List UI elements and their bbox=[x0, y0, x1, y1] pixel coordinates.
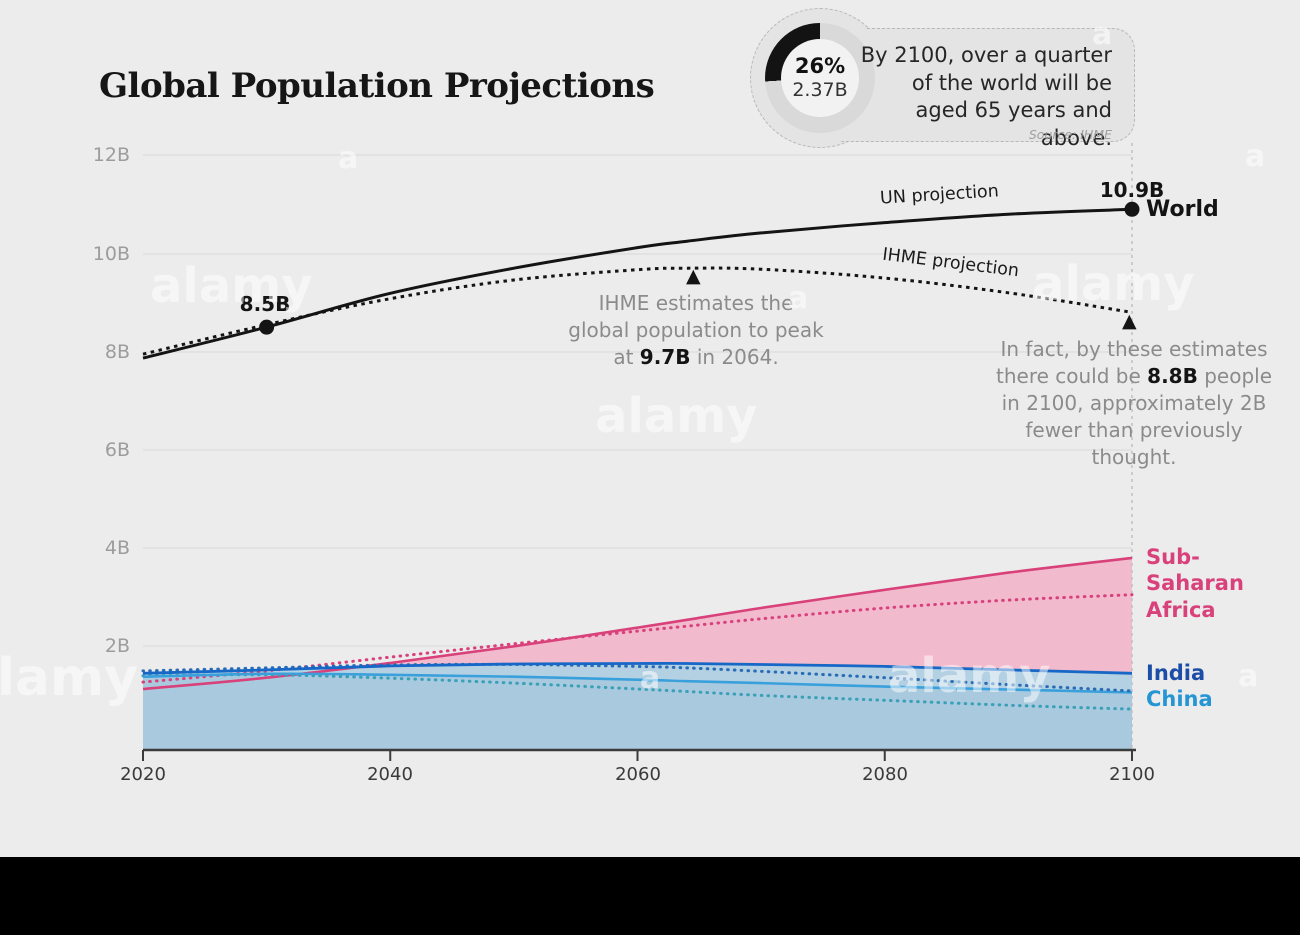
y-tick-8b: 8B bbox=[104, 341, 130, 363]
gridlines bbox=[143, 154, 1132, 647]
line-india-un bbox=[142, 661, 1133, 675]
dot-2030-value-label: 8.5B bbox=[239, 292, 291, 316]
y-tick-10b: 10B bbox=[92, 243, 130, 265]
y-tick-2b: 2B bbox=[104, 635, 130, 657]
x-tick-2080: 2080 bbox=[862, 764, 908, 785]
marker-dot-2030 bbox=[259, 319, 275, 335]
x-tick-2040: 2040 bbox=[367, 764, 413, 785]
dot-2100-value-label: 10.9B bbox=[1099, 178, 1165, 202]
triangle-up-icon: ▲ bbox=[686, 265, 701, 287]
x-tick-2020: 2020 bbox=[120, 764, 166, 785]
page-title: Global Population Projections bbox=[99, 66, 655, 106]
callout-source: Source: IHME bbox=[1028, 127, 1112, 142]
peak-annotation-value: 9.7B bbox=[639, 345, 691, 369]
donut-percent-value: 26% bbox=[794, 54, 846, 78]
y-tick-4b: 4B bbox=[104, 537, 130, 559]
area-china bbox=[143, 673, 1132, 749]
data-point-markers bbox=[259, 201, 1140, 335]
marker-dot-2100 bbox=[1124, 201, 1140, 217]
donut-absolute-value: 2.37B bbox=[792, 79, 848, 102]
peak-annotation-text: IHME estimates the global population to … bbox=[568, 291, 824, 369]
ihme-2100-annotation: In fact, by these estimates there could … bbox=[985, 336, 1283, 471]
alamy-footer-bar: alamy Image ID: 2P1X89D www.alamy.com bbox=[0, 857, 1300, 935]
china-label: China bbox=[1146, 687, 1213, 711]
line-china-un bbox=[142, 672, 1133, 694]
triangle-up-icon: ▲ bbox=[1122, 310, 1137, 332]
sub-saharan-africa-label: Sub-Saharan Africa bbox=[1146, 545, 1244, 622]
x-tick-2100: 2100 bbox=[1109, 764, 1155, 785]
series-lines bbox=[141, 207, 1134, 711]
india-label: India bbox=[1146, 661, 1206, 685]
line-world-un bbox=[142, 207, 1133, 360]
x-axis bbox=[142, 748, 1136, 761]
line-china-ihme bbox=[141, 673, 1134, 711]
area-fills bbox=[143, 557, 1132, 749]
ihme-2100-annotation-text: In fact, by these estimates there could … bbox=[996, 337, 1268, 388]
y-tick-6b: 6B bbox=[104, 439, 130, 461]
peak-annotation-suffix: in 2064. bbox=[690, 345, 779, 369]
line-ssa-ihme bbox=[141, 593, 1134, 684]
ihme-2100-annotation-value: 8.8B bbox=[1147, 364, 1198, 388]
aged-65-donut-chart: 26% 2.37B bbox=[765, 23, 875, 133]
peak-annotation: IHME estimates the global population to … bbox=[565, 290, 827, 371]
x-tick-2060: 2060 bbox=[615, 764, 661, 785]
donut-center: 26% 2.37B bbox=[781, 39, 859, 117]
ihme-2100-annotation-suffix: people in 2100, approximately 2B fewer t… bbox=[1001, 364, 1272, 469]
world-series-label: World bbox=[1146, 197, 1219, 222]
line-ssa-un bbox=[142, 556, 1133, 691]
line-india-ihme bbox=[141, 662, 1134, 693]
callout-text: By 2100, over a quarter of the world wil… bbox=[860, 43, 1112, 151]
y-tick-12b: 12B bbox=[92, 144, 130, 166]
